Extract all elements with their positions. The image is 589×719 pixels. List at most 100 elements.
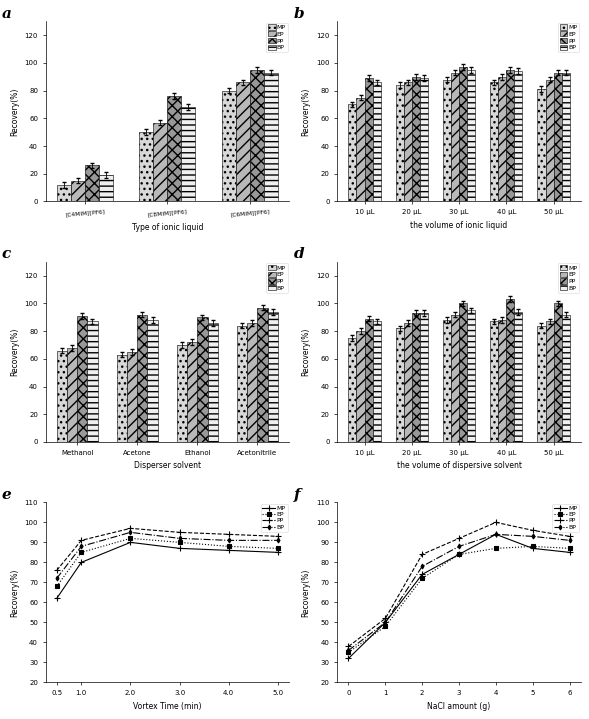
Bar <box>197 317 207 442</box>
BP <box>274 536 282 545</box>
PP <box>127 524 134 533</box>
X-axis label: the volume of dispersive solvent: the volume of dispersive solvent <box>396 461 521 470</box>
Bar <box>490 321 498 442</box>
Bar <box>237 326 247 442</box>
EP <box>530 542 537 551</box>
MP <box>274 548 282 557</box>
EP <box>78 548 85 557</box>
Bar <box>561 314 570 442</box>
Text: b: b <box>293 7 305 21</box>
EP <box>455 550 462 559</box>
Text: e: e <box>2 488 12 502</box>
MP <box>382 618 389 627</box>
Y-axis label: Recovery(%): Recovery(%) <box>302 87 311 136</box>
Bar <box>545 80 554 201</box>
Bar <box>396 329 403 442</box>
Text: d: d <box>293 247 305 262</box>
Legend: MP, EP, PP, BP: MP, EP, PP, BP <box>558 263 580 293</box>
Text: a: a <box>2 7 12 21</box>
Bar <box>412 77 420 201</box>
Text: c: c <box>2 247 11 262</box>
Y-axis label: Recovery(%): Recovery(%) <box>302 328 311 376</box>
EP <box>176 538 183 546</box>
BP <box>176 534 183 543</box>
EP <box>274 544 282 553</box>
BP <box>566 536 573 545</box>
Bar <box>349 338 356 442</box>
Bar <box>57 351 67 442</box>
X-axis label: Vortex Time (min): Vortex Time (min) <box>133 702 201 710</box>
Bar <box>67 348 77 442</box>
Bar <box>365 78 373 201</box>
Bar <box>545 321 554 442</box>
BP <box>530 532 537 541</box>
Bar <box>207 323 218 442</box>
Bar <box>85 165 99 201</box>
Legend: MP, EP, PP, BP: MP, EP, PP, BP <box>266 22 287 52</box>
Bar <box>187 342 197 442</box>
Legend: MP, EP, PP, BP: MP, EP, PP, BP <box>260 503 287 531</box>
Bar <box>257 308 267 442</box>
Bar <box>467 311 475 442</box>
EP <box>566 544 573 553</box>
MP <box>530 544 537 553</box>
PP <box>345 642 352 651</box>
MP <box>345 654 352 663</box>
Bar <box>250 70 264 201</box>
Bar <box>451 314 459 442</box>
Bar <box>153 122 167 201</box>
MP <box>78 558 85 567</box>
EP <box>382 622 389 631</box>
Bar <box>403 323 412 442</box>
Bar <box>99 175 113 201</box>
Bar <box>127 352 137 442</box>
Y-axis label: Recovery(%): Recovery(%) <box>302 568 311 617</box>
Bar <box>443 320 451 442</box>
MP <box>225 546 232 554</box>
X-axis label: Type of ionic liquid: Type of ionic liquid <box>131 223 203 232</box>
Bar <box>167 96 181 201</box>
BP <box>382 618 389 627</box>
PP <box>566 532 573 541</box>
EP <box>225 542 232 551</box>
Line: MP: MP <box>346 531 573 661</box>
Line: BP: BP <box>55 531 280 580</box>
Bar <box>538 326 545 442</box>
EP <box>419 574 426 582</box>
EP <box>492 544 499 553</box>
BP <box>419 562 426 571</box>
Bar <box>514 71 522 201</box>
Bar <box>356 331 365 442</box>
Bar <box>77 316 87 442</box>
EP <box>127 534 134 543</box>
Bar <box>507 70 514 201</box>
Line: PP: PP <box>54 526 281 573</box>
Bar <box>139 132 153 201</box>
Bar <box>459 303 467 442</box>
Bar <box>507 299 514 442</box>
MP <box>492 530 499 539</box>
Bar <box>443 80 451 201</box>
Bar <box>403 83 412 201</box>
MP <box>176 544 183 553</box>
Bar <box>349 104 356 201</box>
Bar <box>396 85 403 201</box>
MP <box>455 550 462 559</box>
X-axis label: Disperser solvent: Disperser solvent <box>134 461 201 470</box>
Bar <box>451 73 459 201</box>
Bar <box>467 70 475 201</box>
BP <box>78 542 85 551</box>
Bar <box>236 83 250 201</box>
MP <box>566 548 573 557</box>
Legend: MP, EP, PP, BP: MP, EP, PP, BP <box>266 263 287 293</box>
Bar <box>538 89 545 201</box>
PP <box>225 530 232 539</box>
BP <box>53 574 60 582</box>
Bar <box>71 180 85 201</box>
Bar <box>365 319 373 442</box>
BP <box>492 530 499 539</box>
PP <box>492 518 499 526</box>
PP <box>53 566 60 574</box>
Bar <box>554 303 561 442</box>
Line: PP: PP <box>346 520 573 649</box>
